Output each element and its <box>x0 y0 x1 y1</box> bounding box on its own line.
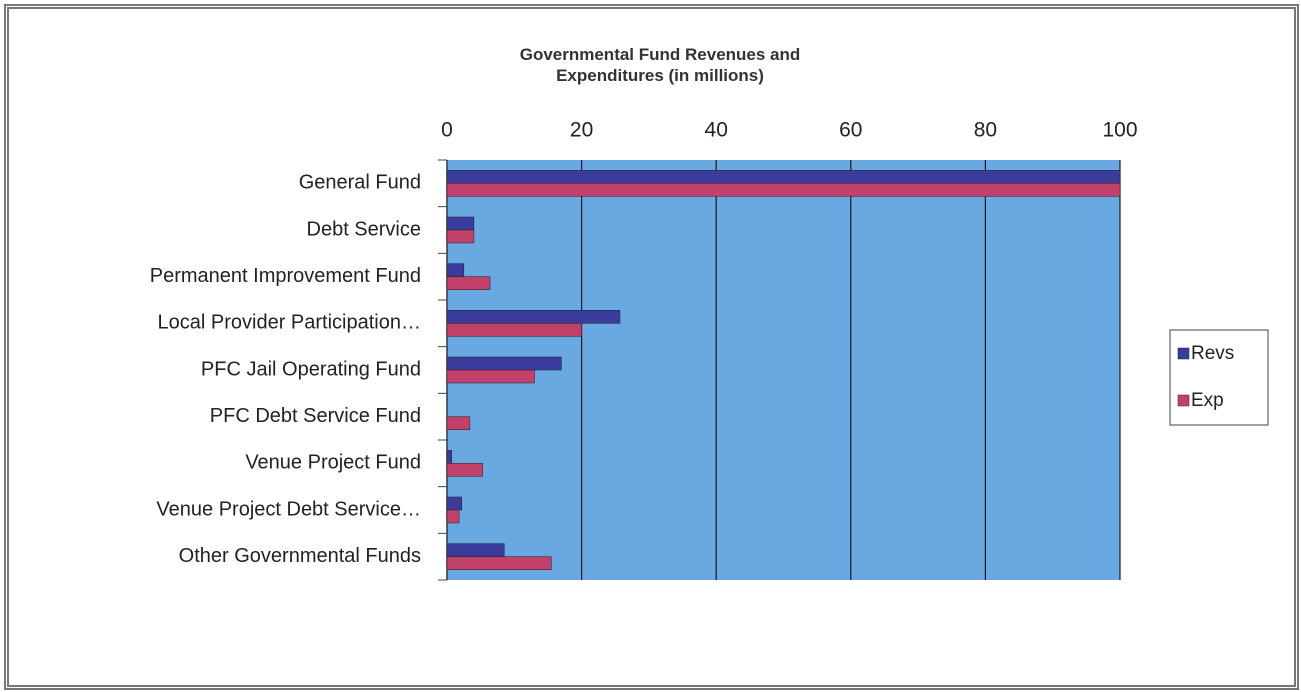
bar <box>446 556 552 570</box>
bar <box>446 509 460 524</box>
bar <box>446 263 465 277</box>
y-tick-label: Other Governmental Funds <box>179 545 421 567</box>
bar <box>446 416 471 430</box>
bar <box>446 543 505 557</box>
bar <box>446 323 582 337</box>
y-tick-label: Venue Project Fund <box>245 452 421 474</box>
legend-swatch <box>1177 394 1190 407</box>
frame <box>4 4 1299 690</box>
y-tick-label: PFC Debt Service Fund <box>210 405 421 427</box>
bar <box>446 356 562 371</box>
x-tick-label: 40 <box>705 119 728 142</box>
y-tick-label: Debt Service <box>307 218 422 240</box>
legend-label: Revs <box>1191 343 1234 364</box>
bar <box>446 216 475 231</box>
legend-box <box>1169 329 1269 426</box>
bar <box>446 276 491 290</box>
legend-swatch <box>1177 347 1190 360</box>
y-tick-label: Venue Project Debt Service… <box>156 498 421 520</box>
bar <box>446 310 621 324</box>
x-tick-label: 100 <box>1102 119 1137 142</box>
bar <box>446 183 1121 197</box>
bar <box>446 170 1121 184</box>
bar <box>446 496 463 511</box>
bar <box>446 450 452 464</box>
y-tick-label: General Fund <box>299 172 421 194</box>
y-tick-label: Permanent Improvement Fund <box>150 265 421 287</box>
y-tick-label: PFC Jail Operating Fund <box>201 358 421 380</box>
bar <box>446 463 483 477</box>
x-tick-label: 60 <box>839 119 862 142</box>
y-tick-label: Local Provider Participation… <box>158 312 421 334</box>
legend-label: Exp <box>1191 390 1224 411</box>
x-tick-label: 0 <box>441 119 453 142</box>
x-tick-label: 80 <box>974 119 997 142</box>
bar <box>446 229 475 244</box>
chart-title: Governmental Fund Revenues and Expenditu… <box>519 45 801 85</box>
x-tick-label: 20 <box>570 119 593 142</box>
bar <box>446 369 535 384</box>
